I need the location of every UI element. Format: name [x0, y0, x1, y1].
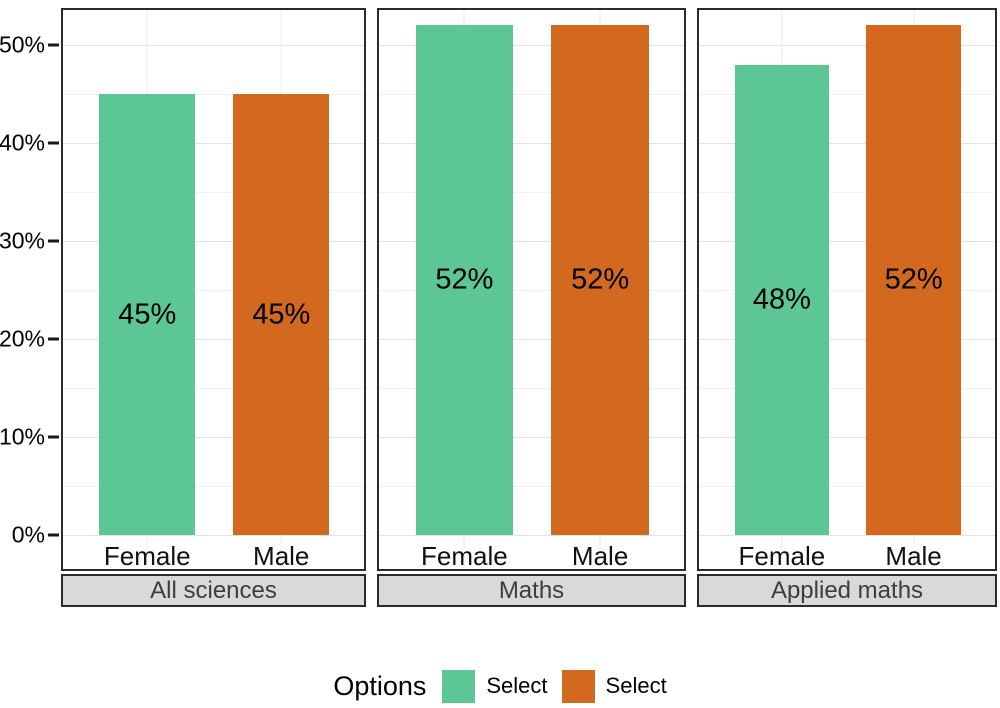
x-axis-category-label: Male — [253, 541, 310, 571]
legend: Options Select Select — [0, 664, 1000, 708]
legend-color-swatch — [442, 669, 476, 703]
gridline-major — [699, 437, 995, 438]
gridline-major — [63, 339, 364, 340]
y-axis-tick-mark — [48, 141, 59, 145]
legend-title: Options — [333, 670, 427, 701]
bar-value-label: 45% — [118, 298, 177, 330]
gridline-minor — [63, 388, 364, 389]
plot-panel: 45% Female 45% Male — [61, 8, 366, 571]
x-axis-category-label: Male — [885, 541, 942, 571]
gridline-minor — [379, 290, 684, 291]
bar-rect-female — [99, 94, 196, 535]
bar-rect-male — [866, 25, 961, 535]
gridline-major — [379, 535, 684, 536]
y-axis-tick-label: 40% — [0, 129, 45, 156]
gridline-major — [699, 241, 995, 242]
bar-value-label: 45% — [252, 298, 311, 330]
gridline-major — [699, 143, 995, 144]
gridline-major — [63, 437, 364, 438]
gridline-major — [63, 535, 364, 536]
y-axis-tick-mark — [48, 43, 59, 47]
facet-strip-label: All sciences — [150, 576, 277, 604]
gridline-minor — [699, 388, 995, 389]
y-axis-tick-label: 10% — [0, 423, 45, 450]
bar-value-label: 52% — [435, 263, 494, 296]
legend-item: Select — [442, 669, 548, 703]
facet-strip: All sciences — [61, 574, 366, 607]
facet-strip: Applied maths — [697, 574, 997, 607]
bar-rect-male — [233, 94, 330, 535]
gridline-major — [699, 45, 995, 46]
gridline-minor — [63, 94, 364, 95]
facet-all-sciences: 45% Female 45% Male All sciences — [61, 8, 366, 608]
facet-strip-label: Applied maths — [770, 576, 924, 604]
bar-rect-female — [734, 65, 830, 535]
bar-female: 52% — [415, 10, 514, 535]
y-axis-tick-mark — [48, 239, 59, 243]
facet-strip-label: Maths — [498, 576, 565, 604]
gridline-major — [379, 143, 684, 144]
x-axis-category-label: Female — [738, 541, 826, 571]
y-axis-tick-mark — [48, 435, 59, 439]
legend-item-label: Select — [486, 673, 548, 698]
x-axis-category-label: Female — [421, 541, 508, 571]
y-axis-tick-label: 30% — [0, 227, 45, 254]
y-axis-tick-label: 0% — [11, 521, 45, 548]
gridline-minor — [379, 192, 684, 193]
y-axis-tick-mark — [48, 533, 59, 537]
bar-value-label: 48% — [752, 283, 811, 316]
legend-item: Select — [561, 669, 667, 703]
bar-female: 45% — [99, 10, 196, 535]
gridline-major — [699, 535, 995, 536]
facet-maths: 52% Female 52% Male Maths — [377, 8, 686, 608]
facet-strip: Maths — [377, 574, 686, 607]
gridline-major — [63, 45, 364, 46]
y-axis-tick-label: 20% — [0, 325, 45, 352]
x-axis-category-label: Female — [103, 541, 191, 571]
gridline-minor — [63, 192, 364, 193]
x-axis-category-label: Male — [571, 541, 629, 571]
gridline-major — [379, 241, 684, 242]
bar-rect-male — [551, 25, 649, 535]
gridline-minor — [379, 486, 684, 487]
gridline-minor — [699, 486, 995, 487]
gridline-minor — [63, 290, 364, 291]
bar-male: 52% — [551, 10, 649, 535]
gridline-minor — [699, 94, 995, 95]
y-axis-tick-label: 50% — [0, 31, 45, 58]
gridline-major — [379, 339, 684, 340]
gridline-major — [63, 143, 364, 144]
bar-male: 52% — [866, 10, 961, 535]
bar-female: 48% — [734, 10, 830, 535]
gridline-minor — [379, 94, 684, 95]
plot-panel: 48% Female 52% Male — [697, 8, 997, 571]
gridline-minor — [699, 192, 995, 193]
gridline-major — [379, 45, 684, 46]
gridline-minor — [379, 388, 684, 389]
plot-panel: 52% Female 52% Male — [377, 8, 686, 571]
legend-item-label: Select — [605, 673, 667, 698]
gridline-minor — [699, 290, 995, 291]
legend-color-swatch — [561, 669, 595, 703]
bar-male: 45% — [233, 10, 330, 535]
gridline-minor — [63, 486, 364, 487]
gridline-major — [63, 241, 364, 242]
facet-applied-maths: 48% Female 52% Male Applied maths — [697, 8, 997, 608]
bar-rect-female — [415, 25, 514, 535]
bar-value-label: 52% — [571, 263, 630, 296]
gridline-major — [699, 339, 995, 340]
y-axis-tick-mark — [48, 337, 59, 341]
bar-value-label: 52% — [884, 263, 943, 296]
gridline-major — [379, 437, 684, 438]
y-axis: 0% 10% 20% 30% 40% 50% — [0, 0, 61, 610]
